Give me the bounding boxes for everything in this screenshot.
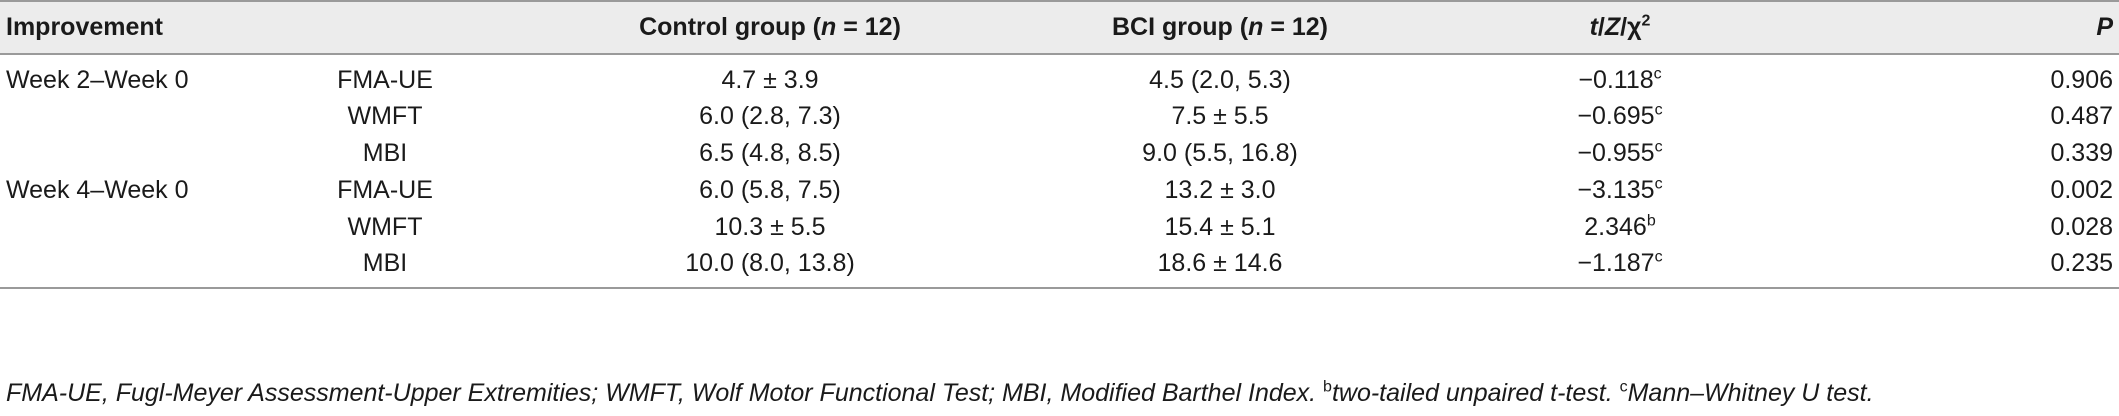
cell-statistic: −3.135c [1577, 175, 1663, 204]
cell-bci: 9.0 (5.5, 16.8) [1142, 139, 1298, 167]
cell-group [0, 209, 300, 246]
cell-measure: WMFT [347, 102, 423, 130]
cell-p-value: 0.235 [2050, 249, 2113, 277]
cell-p-value: 0.906 [2050, 66, 2113, 94]
table-row: MBI 10.0 (8.0, 13.8) 18.6 ± 14.6 −1.187c… [0, 246, 2119, 288]
header-measure [300, 0, 560, 55]
footnote-b-text: two-tailed unpaired t-test. [1331, 379, 1620, 407]
results-table-container: Improvement Control group (n = 12) BCI g… [0, 0, 2119, 288]
cell-p-value: 0.487 [2050, 102, 2113, 130]
cell-measure: FMA-UE [337, 176, 433, 204]
cell-control: 6.0 (5.8, 7.5) [699, 176, 841, 204]
cell-p-value: 0.002 [2050, 176, 2113, 204]
table-row: MBI 6.5 (4.8, 8.5) 9.0 (5.5, 16.8) −0.95… [0, 135, 2119, 172]
results-table: Improvement Control group (n = 12) BCI g… [0, 0, 2119, 288]
cell-group: Week 4–Week 0 [6, 176, 189, 204]
cell-bci: 4.5 (2.0, 5.3) [1149, 66, 1291, 94]
table-row: WMFT 10.3 ± 5.5 15.4 ± 5.1 2.346b 0.028 [0, 209, 2119, 246]
cell-bci: 13.2 ± 3.0 [1164, 176, 1276, 204]
table-row: Week 4–Week 0 FMA-UE 6.0 (5.8, 7.5) 13.2… [0, 172, 2119, 209]
cell-control: 10.3 ± 5.5 [714, 213, 826, 241]
header-p-value: P [1780, 0, 2119, 55]
cell-measure: MBI [362, 249, 408, 277]
cell-control: 10.0 (8.0, 13.8) [685, 249, 855, 277]
cell-control: 6.5 (4.8, 8.5) [699, 139, 841, 167]
cell-statistic: −0.695c [1577, 101, 1663, 130]
cell-control: 6.0 (2.8, 7.3) [699, 102, 841, 130]
cell-bci: 15.4 ± 5.1 [1164, 213, 1276, 241]
cell-bci: 18.6 ± 14.6 [1157, 249, 1283, 277]
table-header: Improvement Control group (n = 12) BCI g… [0, 0, 2119, 55]
cell-group: Week 2–Week 0 [6, 66, 189, 94]
table-row: WMFT 6.0 (2.8, 7.3) 7.5 ± 5.5 −0.695c 0.… [0, 98, 2119, 135]
header-row: Improvement Control group (n = 12) BCI g… [0, 0, 2119, 55]
cell-statistic: 2.346b [1584, 212, 1656, 241]
cell-measure: FMA-UE [337, 66, 433, 94]
header-control-group: Control group (n = 12) [560, 0, 980, 55]
footnote-c-mark: c [1619, 378, 1628, 396]
footnote-c-text: Mann–Whitney U test. [1627, 379, 1874, 407]
cell-bci: 7.5 ± 5.5 [1171, 102, 1269, 130]
cell-measure: WMFT [347, 213, 423, 241]
cell-group [0, 98, 300, 135]
cell-measure: MBI [362, 139, 408, 167]
header-improvement: Improvement [0, 0, 300, 55]
cell-statistic: −1.187c [1577, 248, 1663, 277]
cell-control: 4.7 ± 3.9 [721, 66, 819, 94]
footnote-b-mark: b [1323, 378, 1332, 396]
cell-group [0, 135, 300, 172]
cell-p-value: 0.028 [2050, 213, 2113, 241]
cell-statistic: −0.118c [1578, 65, 1662, 94]
header-test-statistic: t/Z/χ2 [1460, 0, 1780, 55]
table-footnote: FMA-UE, Fugl-Meyer Assessment-Upper Extr… [6, 379, 1874, 408]
header-bci-group: BCI group (n = 12) [980, 0, 1460, 55]
footnote-abbreviations: FMA-UE, Fugl-Meyer Assessment-Upper Extr… [6, 379, 1324, 407]
table-row: Week 2–Week 0 FMA-UE 4.7 ± 3.9 4.5 (2.0,… [0, 54, 2119, 98]
cell-p-value: 0.339 [2050, 139, 2113, 167]
cell-statistic: −0.955c [1577, 138, 1663, 167]
table-body: Week 2–Week 0 FMA-UE 4.7 ± 3.9 4.5 (2.0,… [0, 54, 2119, 288]
cell-group [0, 246, 300, 288]
